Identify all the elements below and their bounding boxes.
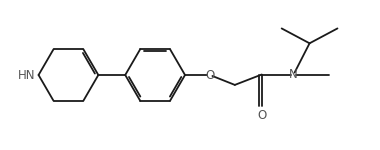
- Text: O: O: [205, 69, 215, 81]
- Text: HN: HN: [18, 69, 36, 81]
- Text: N: N: [289, 68, 298, 81]
- Text: O: O: [257, 109, 266, 122]
